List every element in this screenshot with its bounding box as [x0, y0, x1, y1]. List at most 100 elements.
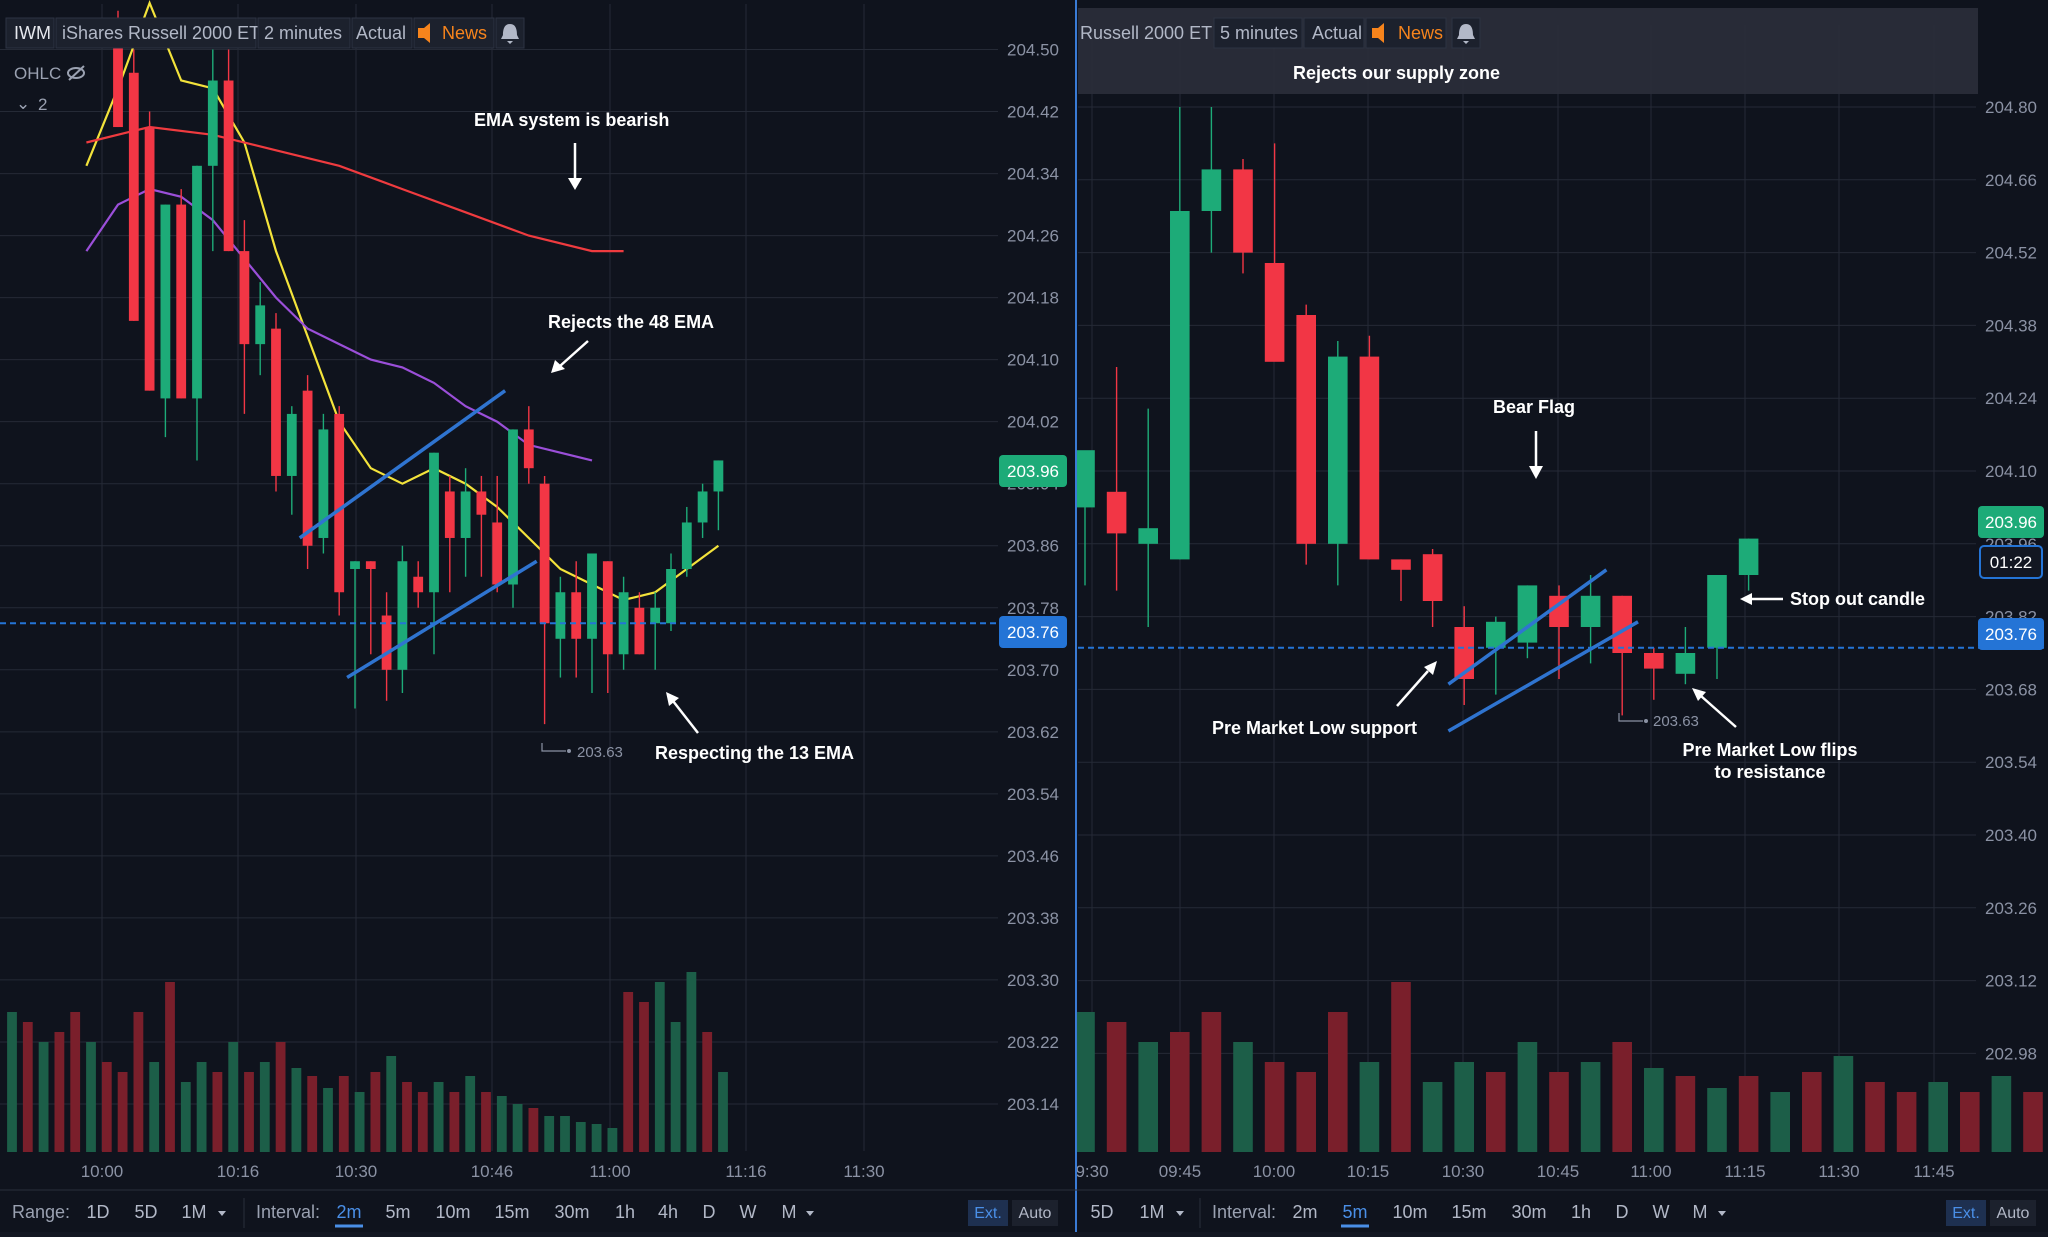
left-interval-box[interactable]	[257, 17, 351, 49]
indicator-count-chevron-icon[interactable]: ⌄	[16, 94, 30, 113]
chevron-down-icon	[1176, 1211, 1184, 1216]
price-tick-label: 203.54	[1985, 753, 2037, 772]
range-button-1d[interactable]: 1D	[86, 1202, 109, 1222]
right-countdown-badge	[1979, 545, 2043, 579]
volume-bar	[101, 1062, 112, 1152]
left-line-badge[interactable]	[999, 616, 1067, 648]
interval-button-d[interactable]: D	[1616, 1202, 1629, 1222]
right-line-badge[interactable]	[1978, 618, 2044, 650]
volume-bar	[259, 1062, 270, 1152]
right-interval-box[interactable]	[1213, 17, 1303, 49]
price-tick-label: 204.10	[1985, 462, 2037, 481]
left-price-badge-label: 203.96	[1007, 462, 1059, 481]
candle-body	[413, 576, 424, 593]
arrow-down-icon	[568, 178, 582, 190]
left-auto-label: Auto	[1019, 1205, 1052, 1222]
right-mode-box[interactable]	[1303, 17, 1365, 49]
right-ext-button[interactable]	[1946, 1200, 1986, 1226]
candle-body	[666, 568, 676, 624]
volume-bar	[686, 972, 697, 1152]
annotation-supply-zone: Rejects our supply zone	[1293, 63, 1500, 83]
volume-bar	[165, 982, 175, 1152]
interval-button-d[interactable]: D	[703, 1202, 716, 1222]
left-auto-button[interactable]	[1012, 1200, 1058, 1226]
interval-button-m[interactable]: M	[1693, 1202, 1708, 1222]
candle-body	[271, 328, 281, 476]
interval-button-5m[interactable]: 5m	[385, 1202, 410, 1222]
arrow-respecting-13-shaft	[672, 700, 699, 734]
left-mode-box[interactable]	[351, 17, 413, 49]
candle-body	[176, 204, 187, 399]
annotation-pm-flip-line2: to resistance	[1714, 762, 1825, 782]
volume-bar	[465, 1076, 476, 1152]
candle-body	[1517, 585, 1538, 643]
candle-body	[1359, 356, 1380, 560]
arrow-left-icon	[1740, 593, 1752, 605]
left-symbol-box[interactable]	[5, 17, 55, 49]
candle-body	[492, 522, 503, 585]
chevron-down-icon	[1718, 1211, 1726, 1216]
interval-button-2m[interactable]: 2m	[1292, 1202, 1317, 1222]
volume-bar	[133, 1012, 144, 1152]
candle-body	[365, 561, 376, 569]
interval-button-30m[interactable]: 30m	[554, 1202, 589, 1222]
interval-button-10m[interactable]: 10m	[435, 1202, 470, 1222]
candle-body	[1644, 653, 1664, 669]
interval-button-5m[interactable]: 5m	[1342, 1202, 1367, 1222]
candle-body	[1075, 450, 1095, 508]
volume-bar	[1960, 1092, 1980, 1152]
interval-button-15m[interactable]: 15m	[1451, 1202, 1486, 1222]
candle-body	[381, 615, 392, 670]
chevron-down-icon	[806, 1211, 814, 1216]
candle-body	[713, 460, 724, 492]
eye-hidden-icon[interactable]	[67, 65, 85, 81]
news-megaphone-icon	[418, 23, 430, 43]
interval-button-1h[interactable]: 1h	[1571, 1202, 1591, 1222]
range-button-5d[interactable]: 5D	[1090, 1202, 1113, 1222]
right-annotations: Bear Flag Pre Market Low support Stop ou…	[1212, 397, 1925, 782]
price-tick-label: 204.02	[1007, 413, 1059, 432]
interval-button-w[interactable]: W	[740, 1202, 757, 1222]
interval-button-15m[interactable]: 15m	[494, 1202, 529, 1222]
volume-bar	[1928, 1082, 1948, 1152]
interval-button-4h[interactable]: 4h	[658, 1202, 678, 1222]
volume-bar	[654, 982, 665, 1152]
left-toolbar-buttons: 1D 5D 1M 2m 5m 10m 15m 30m 1h 4h D W M	[86, 1202, 814, 1228]
candle-body	[1264, 263, 1285, 362]
range-button-1m[interactable]: 1M	[1139, 1202, 1164, 1222]
price-tick-label: 203.68	[1985, 680, 2037, 699]
ema-line-1	[85, 0, 720, 602]
left-range-label: Range:	[12, 1202, 70, 1222]
volume-bar	[1707, 1088, 1727, 1152]
candle-body	[318, 429, 329, 538]
left-ext-button[interactable]	[968, 1200, 1008, 1226]
arrow-down-left-icon	[551, 360, 565, 373]
price-tick-label: 204.38	[1985, 316, 2037, 335]
price-tick-label: 203.14	[1007, 1095, 1059, 1114]
candle-body	[113, 34, 123, 128]
candle-body	[128, 72, 139, 321]
interval-button-1h[interactable]: 1h	[615, 1202, 635, 1222]
candle-body	[634, 607, 645, 655]
interval-button-10m[interactable]: 10m	[1392, 1202, 1427, 1222]
price-tick-label: 203.70	[1007, 661, 1059, 680]
volume-bar	[1833, 1056, 1854, 1152]
right-auto-button[interactable]	[1990, 1200, 2036, 1226]
price-tick-label: 203.86	[1007, 537, 1059, 556]
volume-bar	[22, 1022, 33, 1152]
volume-bar	[1296, 1072, 1316, 1152]
left-price-axis: 204.50 204.42 204.34 204.26 204.18 204.10 204.…	[1007, 41, 1059, 1114]
trendline	[298, 389, 507, 540]
interval-button-2m[interactable]: 2m	[336, 1202, 361, 1222]
left-line-badge-label: 203.76	[1007, 623, 1059, 642]
candle-body	[460, 491, 471, 538]
right-instrument-name: Russell 2000 ETF	[1080, 23, 1223, 43]
left-name-box	[55, 17, 257, 49]
range-button-5d[interactable]: 5D	[134, 1202, 157, 1222]
interval-button-w[interactable]: W	[1653, 1202, 1670, 1222]
interval-button-30m[interactable]: 30m	[1511, 1202, 1546, 1222]
range-button-1m[interactable]: 1M	[181, 1202, 206, 1222]
interval-button-m[interactable]: M	[782, 1202, 797, 1222]
volume-bar	[2023, 1092, 2043, 1152]
